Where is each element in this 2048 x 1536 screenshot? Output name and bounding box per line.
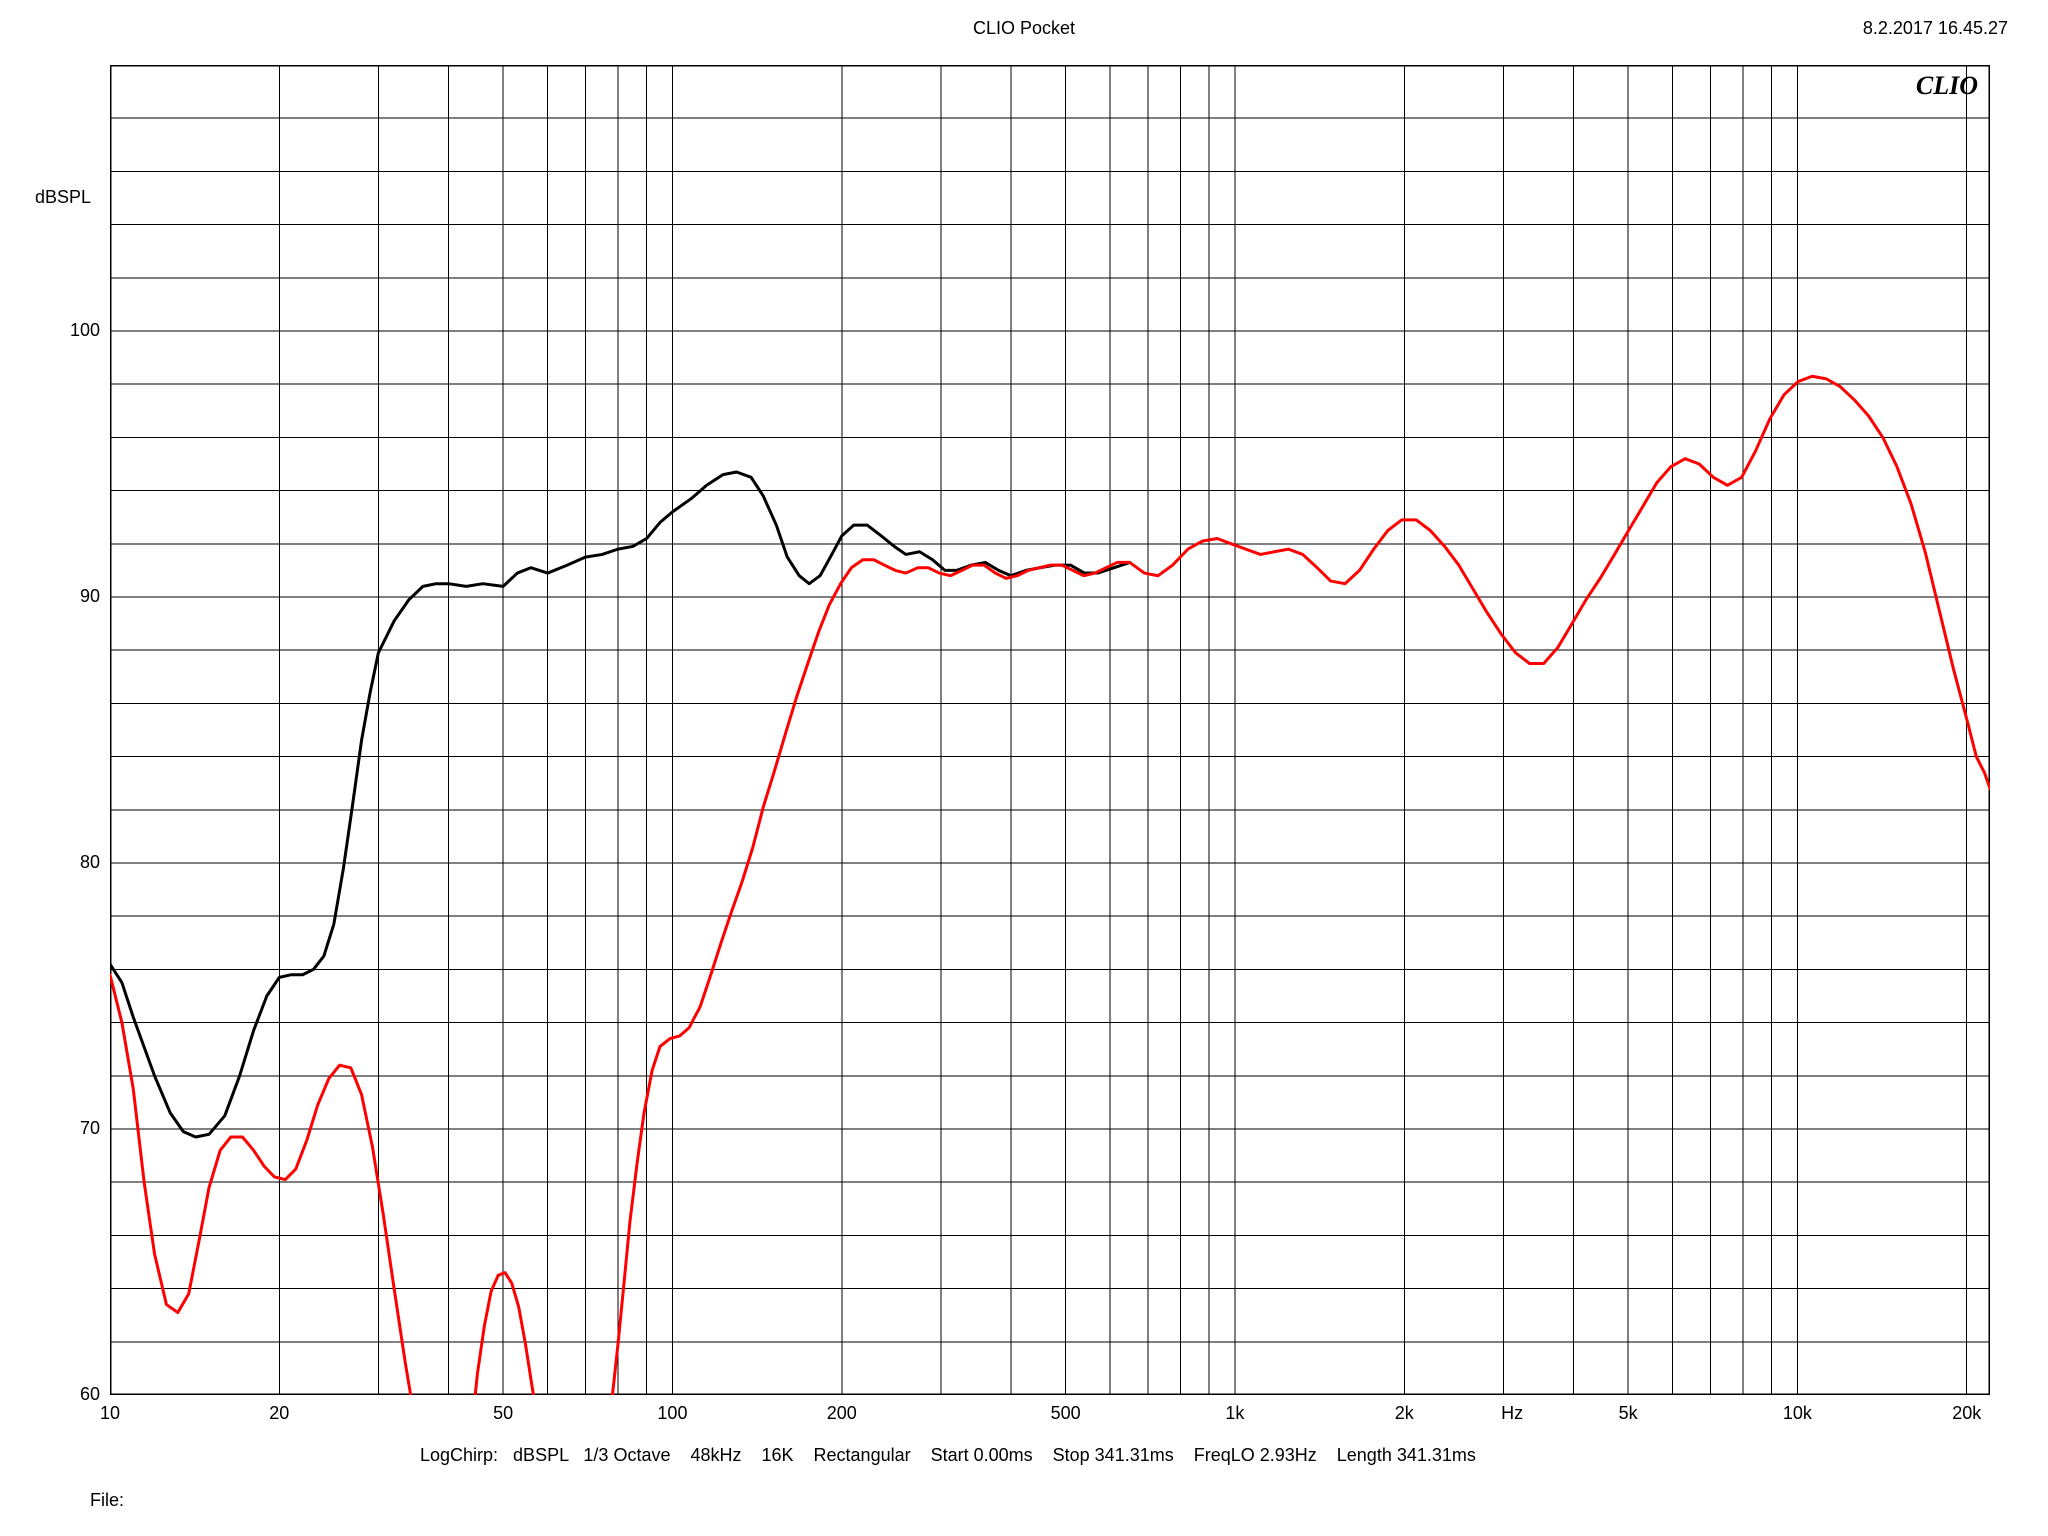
y-tick-label: 70 bbox=[40, 1118, 100, 1139]
bottom-info: LogChirp: dBSPL 1/3 Octave 48kHz 16K Rec… bbox=[420, 1445, 1476, 1466]
x-tick-label: 5k bbox=[1598, 1403, 1658, 1424]
y-tick-label: 90 bbox=[40, 586, 100, 607]
y-axis-unit: dBSPL bbox=[35, 187, 91, 208]
timestamp: 8.2.2017 16.45.27 bbox=[1863, 18, 2008, 39]
x-tick-label: 1k bbox=[1205, 1403, 1265, 1424]
x-tick-label: 20k bbox=[1937, 1403, 1997, 1424]
x-tick-label: 100 bbox=[642, 1403, 702, 1424]
x-tick-label: 50 bbox=[473, 1403, 533, 1424]
file-label: File: bbox=[90, 1490, 124, 1511]
x-axis-unit: Hz bbox=[1501, 1403, 1523, 1424]
x-tick-label: 10k bbox=[1767, 1403, 1827, 1424]
x-tick-label: 20 bbox=[249, 1403, 309, 1424]
chart-title: CLIO Pocket bbox=[0, 18, 2048, 39]
y-tick-label: 100 bbox=[40, 320, 100, 341]
watermark-label: CLIO bbox=[1916, 71, 1978, 101]
plot-svg bbox=[110, 65, 1990, 1395]
y-tick-label: 60 bbox=[40, 1384, 100, 1405]
x-tick-label: 500 bbox=[1036, 1403, 1096, 1424]
y-tick-label: 80 bbox=[40, 852, 100, 873]
x-tick-label: 10 bbox=[80, 1403, 140, 1424]
page: CLIO Pocket 8.2.2017 16.45.27 CLIO 60708… bbox=[0, 0, 2048, 1536]
plot-area: CLIO 60708090100dBSPL1020501002005001k2k… bbox=[110, 65, 1990, 1395]
x-tick-label: 200 bbox=[812, 1403, 872, 1424]
x-tick-label: 2k bbox=[1374, 1403, 1434, 1424]
